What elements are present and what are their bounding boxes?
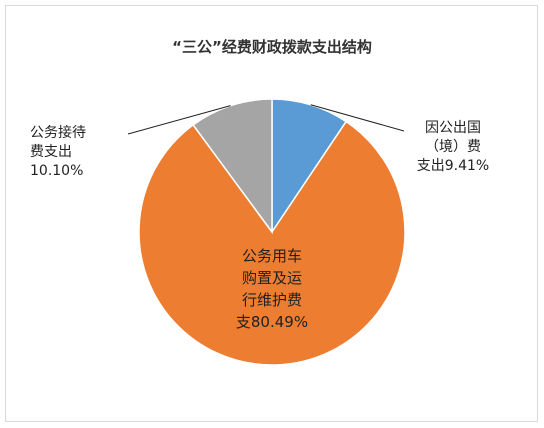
slice-label-vehicles: 公务用车 购置及运 行维护费 支80.49% (226, 245, 318, 333)
slice-label-vehicles-line-2: 购置及运 (241, 269, 302, 287)
slice-label-reception-line-3: 10.10% (30, 163, 84, 179)
slice-label-overseas-line-1: 因公出国 (425, 120, 481, 136)
slice-label-reception: 公务接待 费支出 10.10% (30, 124, 130, 181)
slice-label-overseas: 因公出国 （境）费 支出9.41% (403, 119, 503, 176)
slice-label-overseas-line-3: 支出9.41% (416, 158, 490, 174)
chart-title: “三公”经费财政拨款支出结构 (172, 38, 372, 56)
slice-label-reception-line-2: 费支出 (30, 144, 72, 160)
pie-slice-overseas (271, 98, 348, 235)
slice-label-vehicles-line-4: 支80.49% (235, 313, 309, 331)
slice-label-reception-line-1: 公务接待 (30, 125, 86, 141)
slice-label-vehicles-line-3: 行维护费 (241, 291, 302, 309)
leader-line-reception (127, 105, 231, 135)
pie-slice-vehicles (138, 120, 406, 366)
leader-line-overseas (310, 104, 405, 132)
slice-label-overseas-line-2: （境）费 (425, 139, 481, 155)
pie-slice-reception (192, 98, 273, 235)
slice-label-vehicles-line-1: 公务用车 (241, 247, 302, 265)
